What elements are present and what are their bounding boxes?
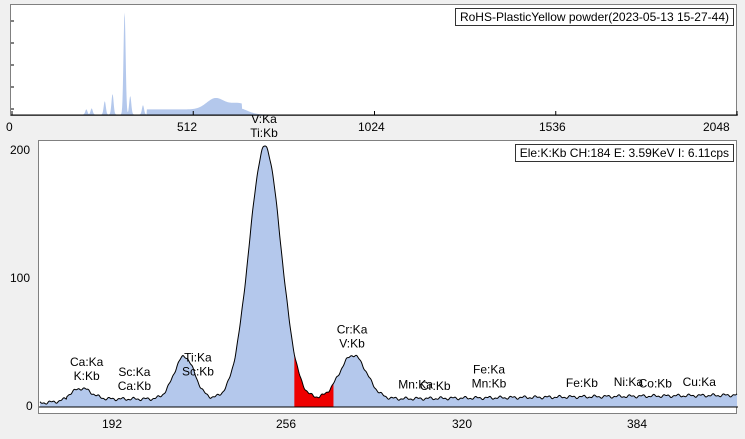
peak-label: Fe:Ka [473, 362, 505, 376]
peak-label: K:Kb [74, 369, 100, 383]
spectrum-title: RoHS-PlasticYellow powder(2023-05-13 15-… [454, 8, 734, 26]
main-spectrum-plot[interactable] [39, 141, 738, 415]
peak-label: Mn:Kb [472, 376, 507, 390]
x-tick-label: 384 [627, 417, 648, 431]
peak-label: Ca:Kb [118, 379, 152, 393]
peak-label: Cr:Ka [337, 322, 368, 336]
x-tick-label: 192 [102, 417, 123, 431]
overview-x-tick: 1024 [358, 120, 385, 134]
y-tick-label: 100 [10, 271, 31, 285]
main-spectrum-panel[interactable]: Ele:K:Kb CH:184 E: 3.59KeV I: 6.11cps [38, 140, 738, 415]
peak-label: V:Ka [251, 112, 277, 126]
peak-label: Sc:Ka [118, 365, 150, 379]
peak-label: V:Kb [339, 336, 365, 350]
peak-label: Ni:Ka [614, 375, 644, 389]
x-tick-label: 320 [452, 417, 473, 431]
overview-x-tick: 0 [6, 120, 13, 134]
peak-label: Mn:Ka [398, 377, 433, 391]
peak-label: Ti:Ka [184, 351, 212, 365]
peak-label: Ti:Kb [250, 126, 278, 140]
overview-x-tick: 2048 [703, 120, 730, 134]
x-tick-label: 256 [276, 417, 297, 431]
peak-label: Ca:Ka [70, 355, 104, 369]
highlighted-peak-region [294, 354, 334, 407]
y-tick-label: 200 [10, 143, 31, 157]
overview-x-tick: 512 [177, 120, 198, 134]
cursor-status-readout: Ele:K:Kb CH:184 E: 3.59KeV I: 6.11cps [514, 144, 734, 162]
peak-label: Cr:Kb [420, 379, 451, 393]
peak-label: Sc:Kb [182, 365, 214, 379]
overview-x-tick: 1536 [539, 120, 566, 134]
overview-spectrum-plot[interactable] [11, 5, 738, 117]
y-tick-label: 0 [26, 399, 33, 413]
peak-label: Cu:Ka [683, 375, 717, 389]
spectrum-line [39, 145, 738, 405]
overview-spectrum-panel[interactable]: RoHS-PlasticYellow powder(2023-05-13 15-… [10, 4, 738, 117]
peak-label: Fe:Kb [566, 376, 598, 390]
peak-label: Co:Kb [639, 376, 673, 390]
